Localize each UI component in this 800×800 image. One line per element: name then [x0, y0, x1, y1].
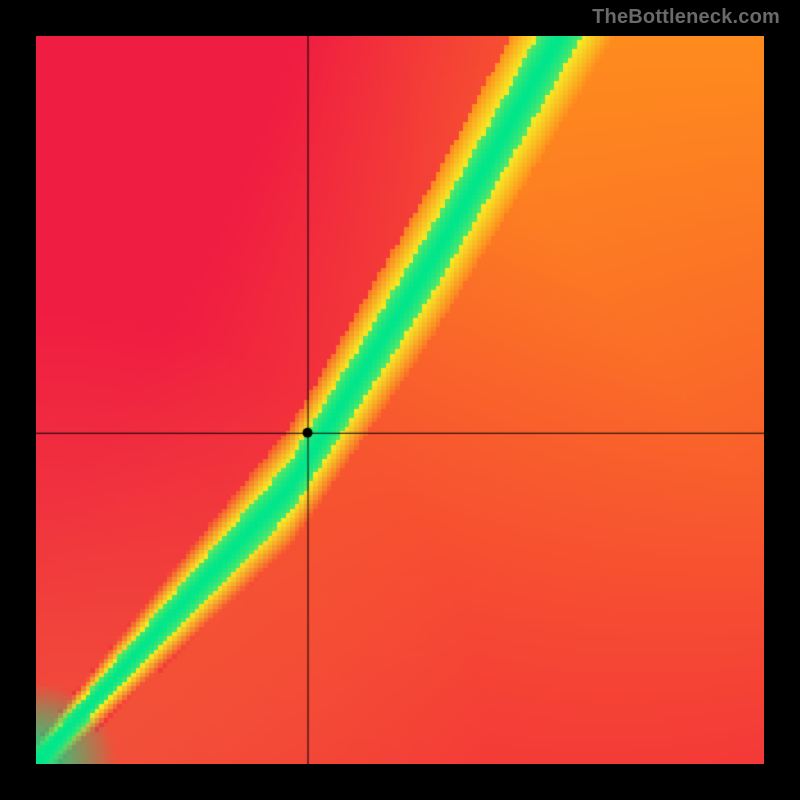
watermark-text: TheBottleneck.com — [592, 6, 780, 29]
heatmap-canvas — [36, 36, 764, 764]
outer-frame: TheBottleneck.com — [0, 0, 800, 800]
heatmap-plot — [36, 36, 764, 764]
